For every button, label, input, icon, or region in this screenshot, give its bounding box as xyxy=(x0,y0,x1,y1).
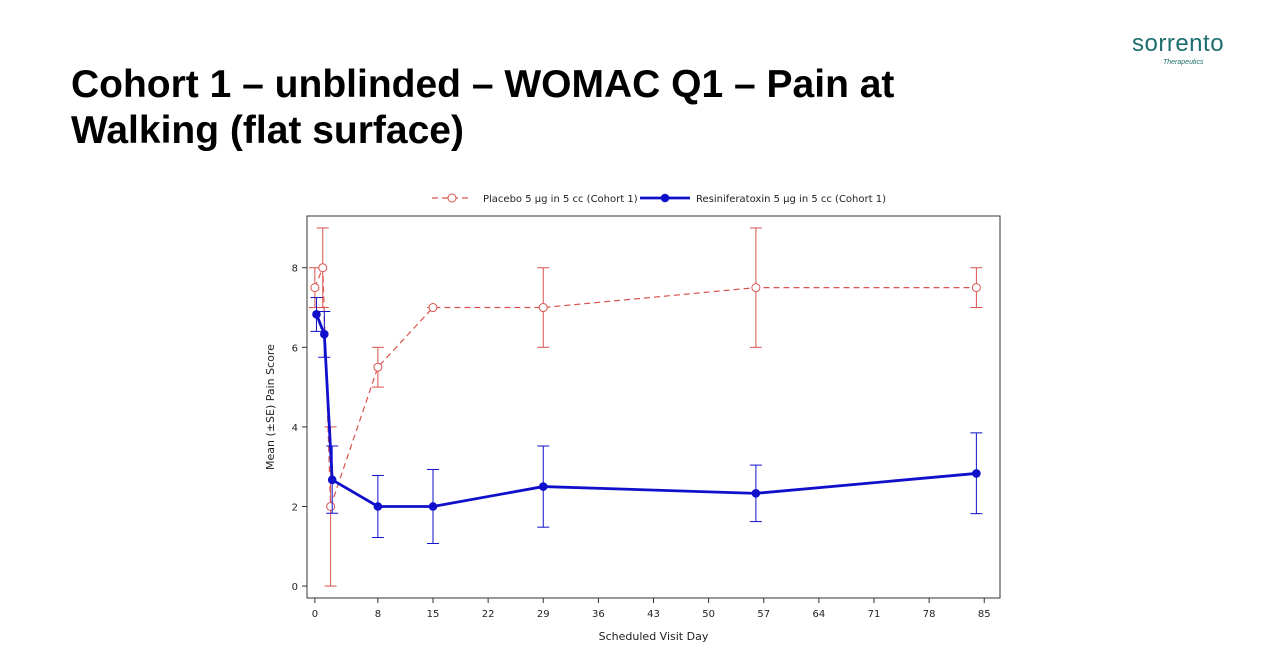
y-tick-label: 4 xyxy=(292,423,298,434)
x-tick-label: 0 xyxy=(312,609,318,620)
x-tick-label: 85 xyxy=(978,609,991,620)
series-line xyxy=(315,313,977,508)
legend-rtx-marker xyxy=(660,193,670,203)
x-tick-label: 78 xyxy=(923,609,936,620)
data-point xyxy=(312,309,321,319)
series-resiniferatoxin xyxy=(310,297,983,544)
data-point xyxy=(428,303,438,313)
data-point xyxy=(972,469,981,478)
slide-title-line-2: Walking (flat surface) xyxy=(71,109,464,152)
sorrento-logo: sorrento Therapeutics xyxy=(1126,30,1246,70)
legend-rtx-label: Resiniferatoxin 5 µg in 5 cc (Cohort 1) xyxy=(696,194,886,205)
x-axis-label: Scheduled Visit Day xyxy=(599,630,709,643)
chart-axes: 0 8 15 22 29 36 43 50 57 64 71 78 85 0 2 4 6 8 xyxy=(292,264,991,620)
y-tick-label: 2 xyxy=(292,502,298,513)
x-tick-label: 57 xyxy=(757,609,770,620)
x-tick-label: 29 xyxy=(537,609,550,620)
y-axis-label: Mean (±SE) Pain Score xyxy=(264,344,277,470)
data-point xyxy=(327,475,337,485)
data-point xyxy=(538,303,548,313)
legend-placebo-marker xyxy=(447,193,457,203)
x-tick-label: 64 xyxy=(813,609,826,620)
y-tick-label: 8 xyxy=(292,264,298,275)
data-point xyxy=(373,502,383,511)
data-point xyxy=(751,283,761,293)
y-tick-label: 6 xyxy=(292,343,298,354)
series-placebo xyxy=(308,227,983,587)
x-tick-label: 15 xyxy=(427,609,440,620)
logo-wordmark: sorrento xyxy=(1132,30,1225,57)
data-point xyxy=(310,283,320,293)
data-point xyxy=(428,502,438,511)
chart-legend: Placebo 5 µg in 5 cc (Cohort 1) Resinifer… xyxy=(432,193,886,205)
series-line xyxy=(314,267,977,507)
x-tick-label: 22 xyxy=(482,609,495,620)
data-point xyxy=(971,283,981,293)
x-tick-label: 8 xyxy=(375,609,381,620)
x-tick-label: 36 xyxy=(592,609,605,620)
data-point xyxy=(751,489,761,498)
x-tick-label: 43 xyxy=(647,609,660,620)
x-tick-label: 50 xyxy=(702,609,715,620)
logo-subtitle: Therapeutics xyxy=(1163,59,1204,66)
slide-title: Cohort 1 – unblinded – WOMAC Q1 – Pain a… xyxy=(71,62,1071,154)
data-point xyxy=(320,329,329,339)
slide-title-line-1: Cohort 1 – unblinded – WOMAC Q1 – Pain a… xyxy=(71,63,895,106)
chart-series xyxy=(308,227,983,587)
x-tick-label: 71 xyxy=(868,609,881,620)
data-point xyxy=(326,501,336,511)
legend-placebo-label: Placebo 5 µg in 5 cc (Cohort 1) xyxy=(483,194,638,205)
data-point xyxy=(538,482,548,491)
y-tick-label: 0 xyxy=(292,582,298,593)
plot-area-frame xyxy=(306,215,1001,599)
data-point xyxy=(373,362,383,372)
data-point xyxy=(318,263,328,273)
